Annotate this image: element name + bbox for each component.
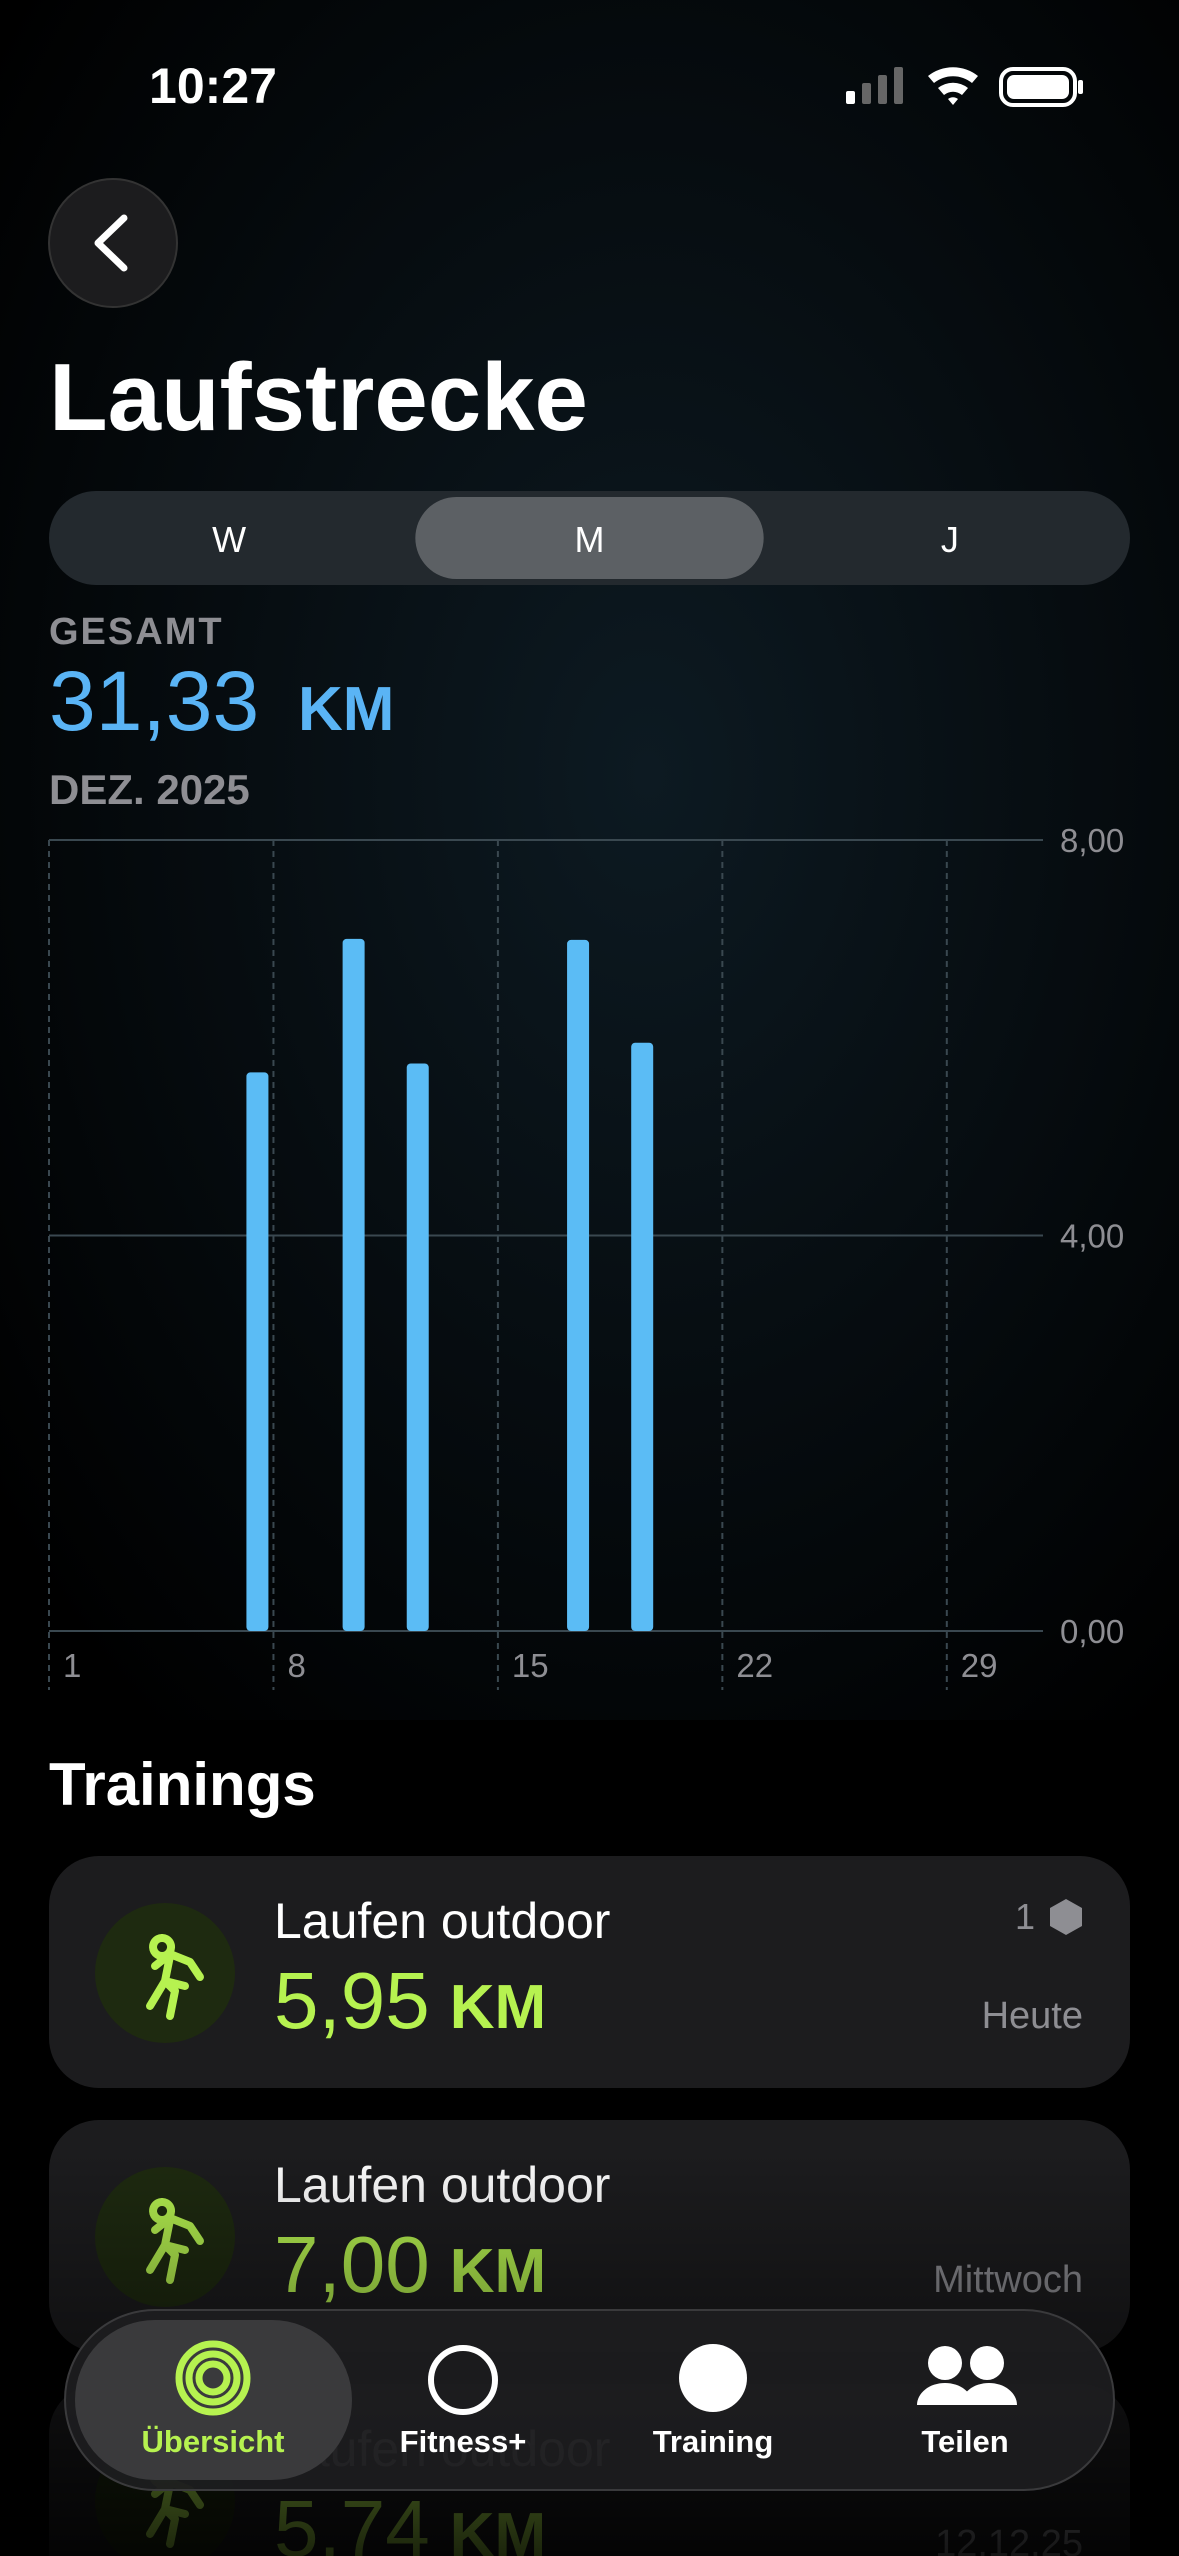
tab-icon — [195, 2360, 231, 2396]
x-tick-label: 1 — [63, 1647, 81, 1684]
summary-unit: KM — [298, 675, 394, 744]
summary-label: GESAMT — [49, 611, 224, 653]
tab-label[interactable]: Training — [653, 2424, 774, 2459]
chart: 0,00 4,00 8,00 1 8 15 22 29 — [48, 822, 1124, 1690]
segment-label[interactable]: W — [212, 519, 246, 560]
workout-unit: KM — [450, 1973, 546, 2042]
tab-icon — [185, 2350, 241, 2406]
tab-label[interactable]: Teilen — [921, 2424, 1008, 2459]
segment-label[interactable]: J — [941, 519, 959, 560]
x-tick-label: 22 — [736, 1647, 773, 1684]
run-glyph — [146, 1934, 204, 2020]
bar — [246, 1072, 269, 1631]
x-tick-label: 29 — [961, 1647, 998, 1684]
tab-icon — [428, 2345, 498, 2415]
workout-distance: 5,95 — [274, 1956, 430, 2045]
tab-icon — [917, 2383, 1017, 2405]
workout-date: Heute — [982, 1995, 1083, 2037]
summary-period: DEZ. 2025 — [49, 766, 250, 813]
tab-icon — [928, 2346, 962, 2380]
bar — [567, 939, 590, 1631]
tab-icon — [970, 2346, 1004, 2380]
workout-card[interactable] — [49, 1856, 1130, 2088]
tab-icon — [679, 2344, 747, 2412]
bar — [342, 938, 365, 1631]
x-tick-label: 8 — [287, 1647, 305, 1684]
tab-label[interactable]: Fitness+ — [400, 2424, 527, 2459]
tab-icon — [175, 2340, 251, 2416]
tab-label[interactable]: Übersicht — [142, 2424, 285, 2459]
x-tick-label: 15 — [512, 1647, 549, 1684]
y-tick-label: 0,00 — [1060, 1613, 1124, 1650]
summary-value: 31,33 — [49, 654, 259, 748]
background — [0, 0, 1179, 1720]
bar — [406, 1063, 429, 1631]
workout-name: Laufen outdoor — [274, 1893, 610, 1949]
back-button[interactable] — [48, 178, 178, 308]
status-time: 10:27 — [149, 58, 277, 114]
bar — [631, 1042, 654, 1631]
workout-badge: 1 — [1015, 1896, 1035, 1937]
status-icons — [846, 67, 1083, 107]
section-title: Trainings — [49, 1751, 316, 1818]
badge-icon — [1050, 1899, 1082, 1935]
segment-label[interactable]: M — [575, 519, 605, 560]
segment-selected — [415, 497, 764, 579]
page-title: Laufstrecke — [49, 344, 588, 451]
y-tick-label: 8,00 — [1060, 822, 1124, 859]
y-tick-label: 4,00 — [1060, 1218, 1124, 1255]
